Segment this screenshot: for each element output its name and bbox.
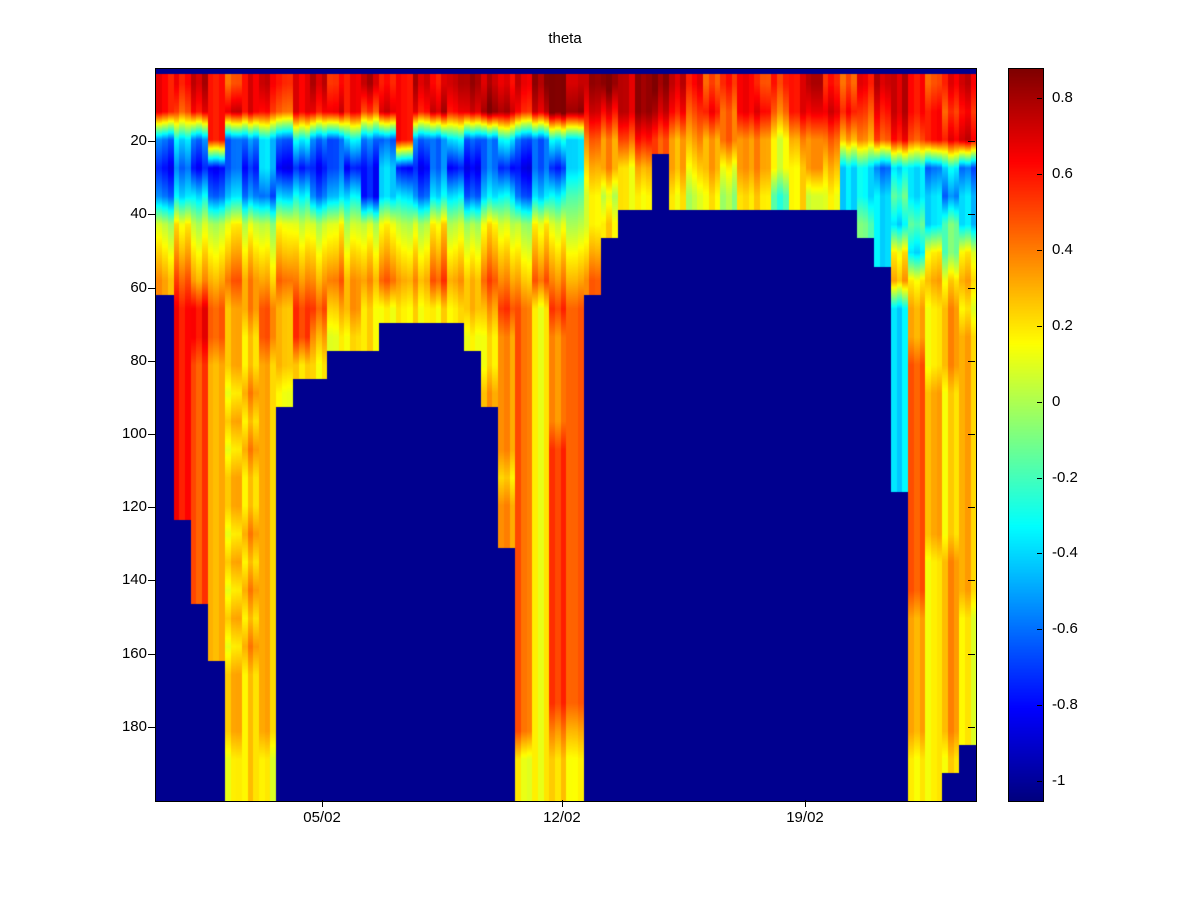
colorbar-gradient: [1008, 68, 1044, 802]
x-tick-label: 12/02: [543, 809, 581, 826]
y-tick-label: 40: [130, 205, 147, 223]
y-tick-label: 60: [130, 278, 147, 296]
colorbar-tick-mark: [1037, 629, 1042, 631]
colorbar-tick-mark: [1037, 98, 1042, 100]
colorbar-tick-mark: [1037, 553, 1042, 555]
y-tick-mark: [148, 214, 155, 216]
y-tick-label: 160: [121, 644, 147, 662]
heatmap-plot-area: [155, 68, 977, 802]
y-tick-mark-right: [968, 141, 975, 143]
colorbar-tick-label: -0.2: [1052, 468, 1078, 486]
y-tick-mark-right: [968, 507, 975, 509]
y-tick-mark: [148, 141, 155, 143]
colorbar-tick-mark: [1037, 174, 1042, 176]
colorbar-tick-mark: [1037, 401, 1042, 403]
y-tick-mark: [148, 287, 155, 289]
colorbar-tick-label: 0.2: [1052, 316, 1073, 334]
y-tick-label: 80: [130, 351, 147, 369]
colorbar-tick-mark: [1037, 477, 1042, 479]
colorbar-tick-label: 0: [1052, 392, 1061, 410]
y-tick-mark-right: [968, 434, 975, 435]
colorbar-tick-mark: [1037, 325, 1042, 327]
y-tick-label: 180: [121, 717, 147, 735]
x-tick-mark: [322, 800, 324, 807]
y-tick-mark: [148, 507, 155, 509]
x-tick-mark: [805, 800, 806, 807]
y-tick-mark: [148, 580, 155, 582]
colorbar-tick-mark: [1037, 250, 1042, 252]
colorbar-tick-label: -0.4: [1052, 544, 1078, 562]
y-tick-mark-right: [968, 726, 975, 728]
y-tick-mark-right: [968, 580, 975, 582]
y-tick-mark: [148, 360, 155, 362]
y-tick-label: 120: [121, 498, 147, 516]
y-tick-mark-right: [968, 287, 975, 289]
colorbar-tick-label: -0.6: [1052, 620, 1078, 638]
y-tick-mark: [148, 726, 155, 728]
y-tick-mark: [148, 434, 155, 435]
x-tick-label: 19/02: [786, 809, 824, 826]
colorbar-tick-label: -0.8: [1052, 696, 1078, 714]
y-tick-mark-right: [968, 214, 975, 216]
y-tick-mark-right: [968, 653, 975, 655]
y-tick-label: 20: [130, 132, 147, 150]
y-tick-mark-right: [968, 360, 975, 362]
y-tick-label: 100: [121, 425, 147, 442]
colorbar-tick-label: -1: [1052, 772, 1066, 790]
x-tick-mark: [561, 800, 563, 807]
colorbar-tick-mark: [1037, 781, 1042, 783]
colorbar-tick-label: 0.8: [1052, 89, 1073, 107]
y-tick-mark: [148, 653, 155, 655]
y-tick-label: 140: [121, 571, 147, 589]
chart-title: theta: [548, 30, 582, 47]
colorbar-tick-label: 0.4: [1052, 241, 1073, 259]
colorbar-tick-mark: [1037, 705, 1042, 707]
colorbar-tick-label: 0.6: [1052, 165, 1073, 183]
x-tick-label: 05/02: [303, 809, 341, 826]
